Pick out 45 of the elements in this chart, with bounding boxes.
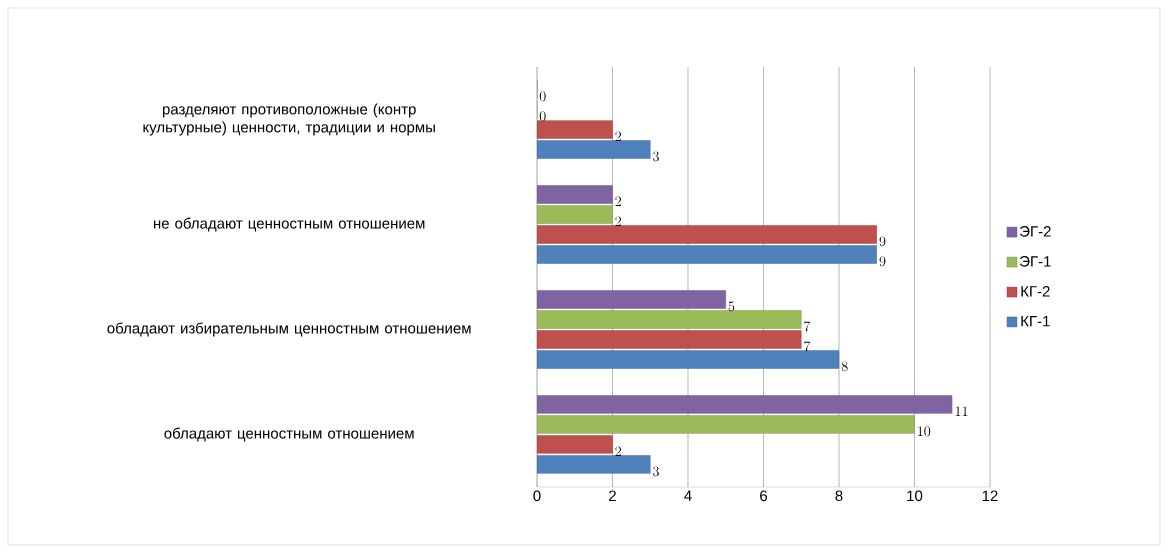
bar — [537, 140, 651, 159]
bar — [537, 205, 613, 224]
data-label: 7 — [804, 341, 811, 352]
y-tick-label: обладают ценностным отношением — [164, 427, 414, 442]
x-tick-label: 2 — [609, 490, 616, 501]
data-label: 5 — [728, 301, 735, 312]
y-tick-label: обладают избирательным ценностным отношением — [107, 322, 471, 337]
legend-label: КГ-1 — [1021, 316, 1050, 327]
bar — [537, 290, 726, 309]
data-label: 9 — [879, 256, 886, 267]
x-tick-label: 12 — [982, 490, 998, 501]
data-label: 2 — [615, 131, 622, 141]
bar — [537, 455, 651, 474]
legend-label: ЭГ-1 — [1019, 256, 1051, 267]
legend-label: КГ-2 — [1021, 286, 1050, 297]
bar — [537, 395, 953, 414]
data-label: 0 — [539, 111, 546, 122]
y-tick-label: не обладают ценностным отношением — [153, 217, 425, 232]
x-tick-label: 8 — [835, 490, 843, 502]
x-tick-label: 10 — [907, 490, 923, 502]
x-tick-label: 4 — [684, 490, 692, 501]
data-label: 9 — [879, 236, 886, 247]
bar — [537, 330, 802, 349]
x-tick-label: 0 — [533, 490, 541, 502]
data-label: 8 — [841, 361, 848, 372]
data-label: 0 — [539, 91, 546, 102]
bar — [537, 350, 840, 369]
bar — [537, 120, 613, 139]
bar — [537, 185, 613, 204]
bar — [537, 245, 877, 264]
x-tick-label: 6 — [760, 490, 768, 502]
bar — [537, 225, 877, 244]
data-label: 3 — [653, 151, 659, 162]
data-label: 10 — [918, 426, 931, 437]
data-label: 7 — [804, 321, 811, 332]
bar — [537, 415, 915, 434]
data-label: 3 — [653, 466, 659, 477]
data-label: 11 — [955, 406, 968, 416]
data-label: 2 — [615, 196, 622, 206]
y-tick-label: разделяют противоположные (контр культурные) ценности, традиции и нормы — [143, 103, 435, 136]
bar — [537, 310, 802, 329]
data-label: 2 — [615, 216, 622, 226]
data-label: 2 — [615, 446, 622, 456]
legend-label: ЭГ-2 — [1019, 226, 1051, 237]
bar — [537, 435, 613, 454]
